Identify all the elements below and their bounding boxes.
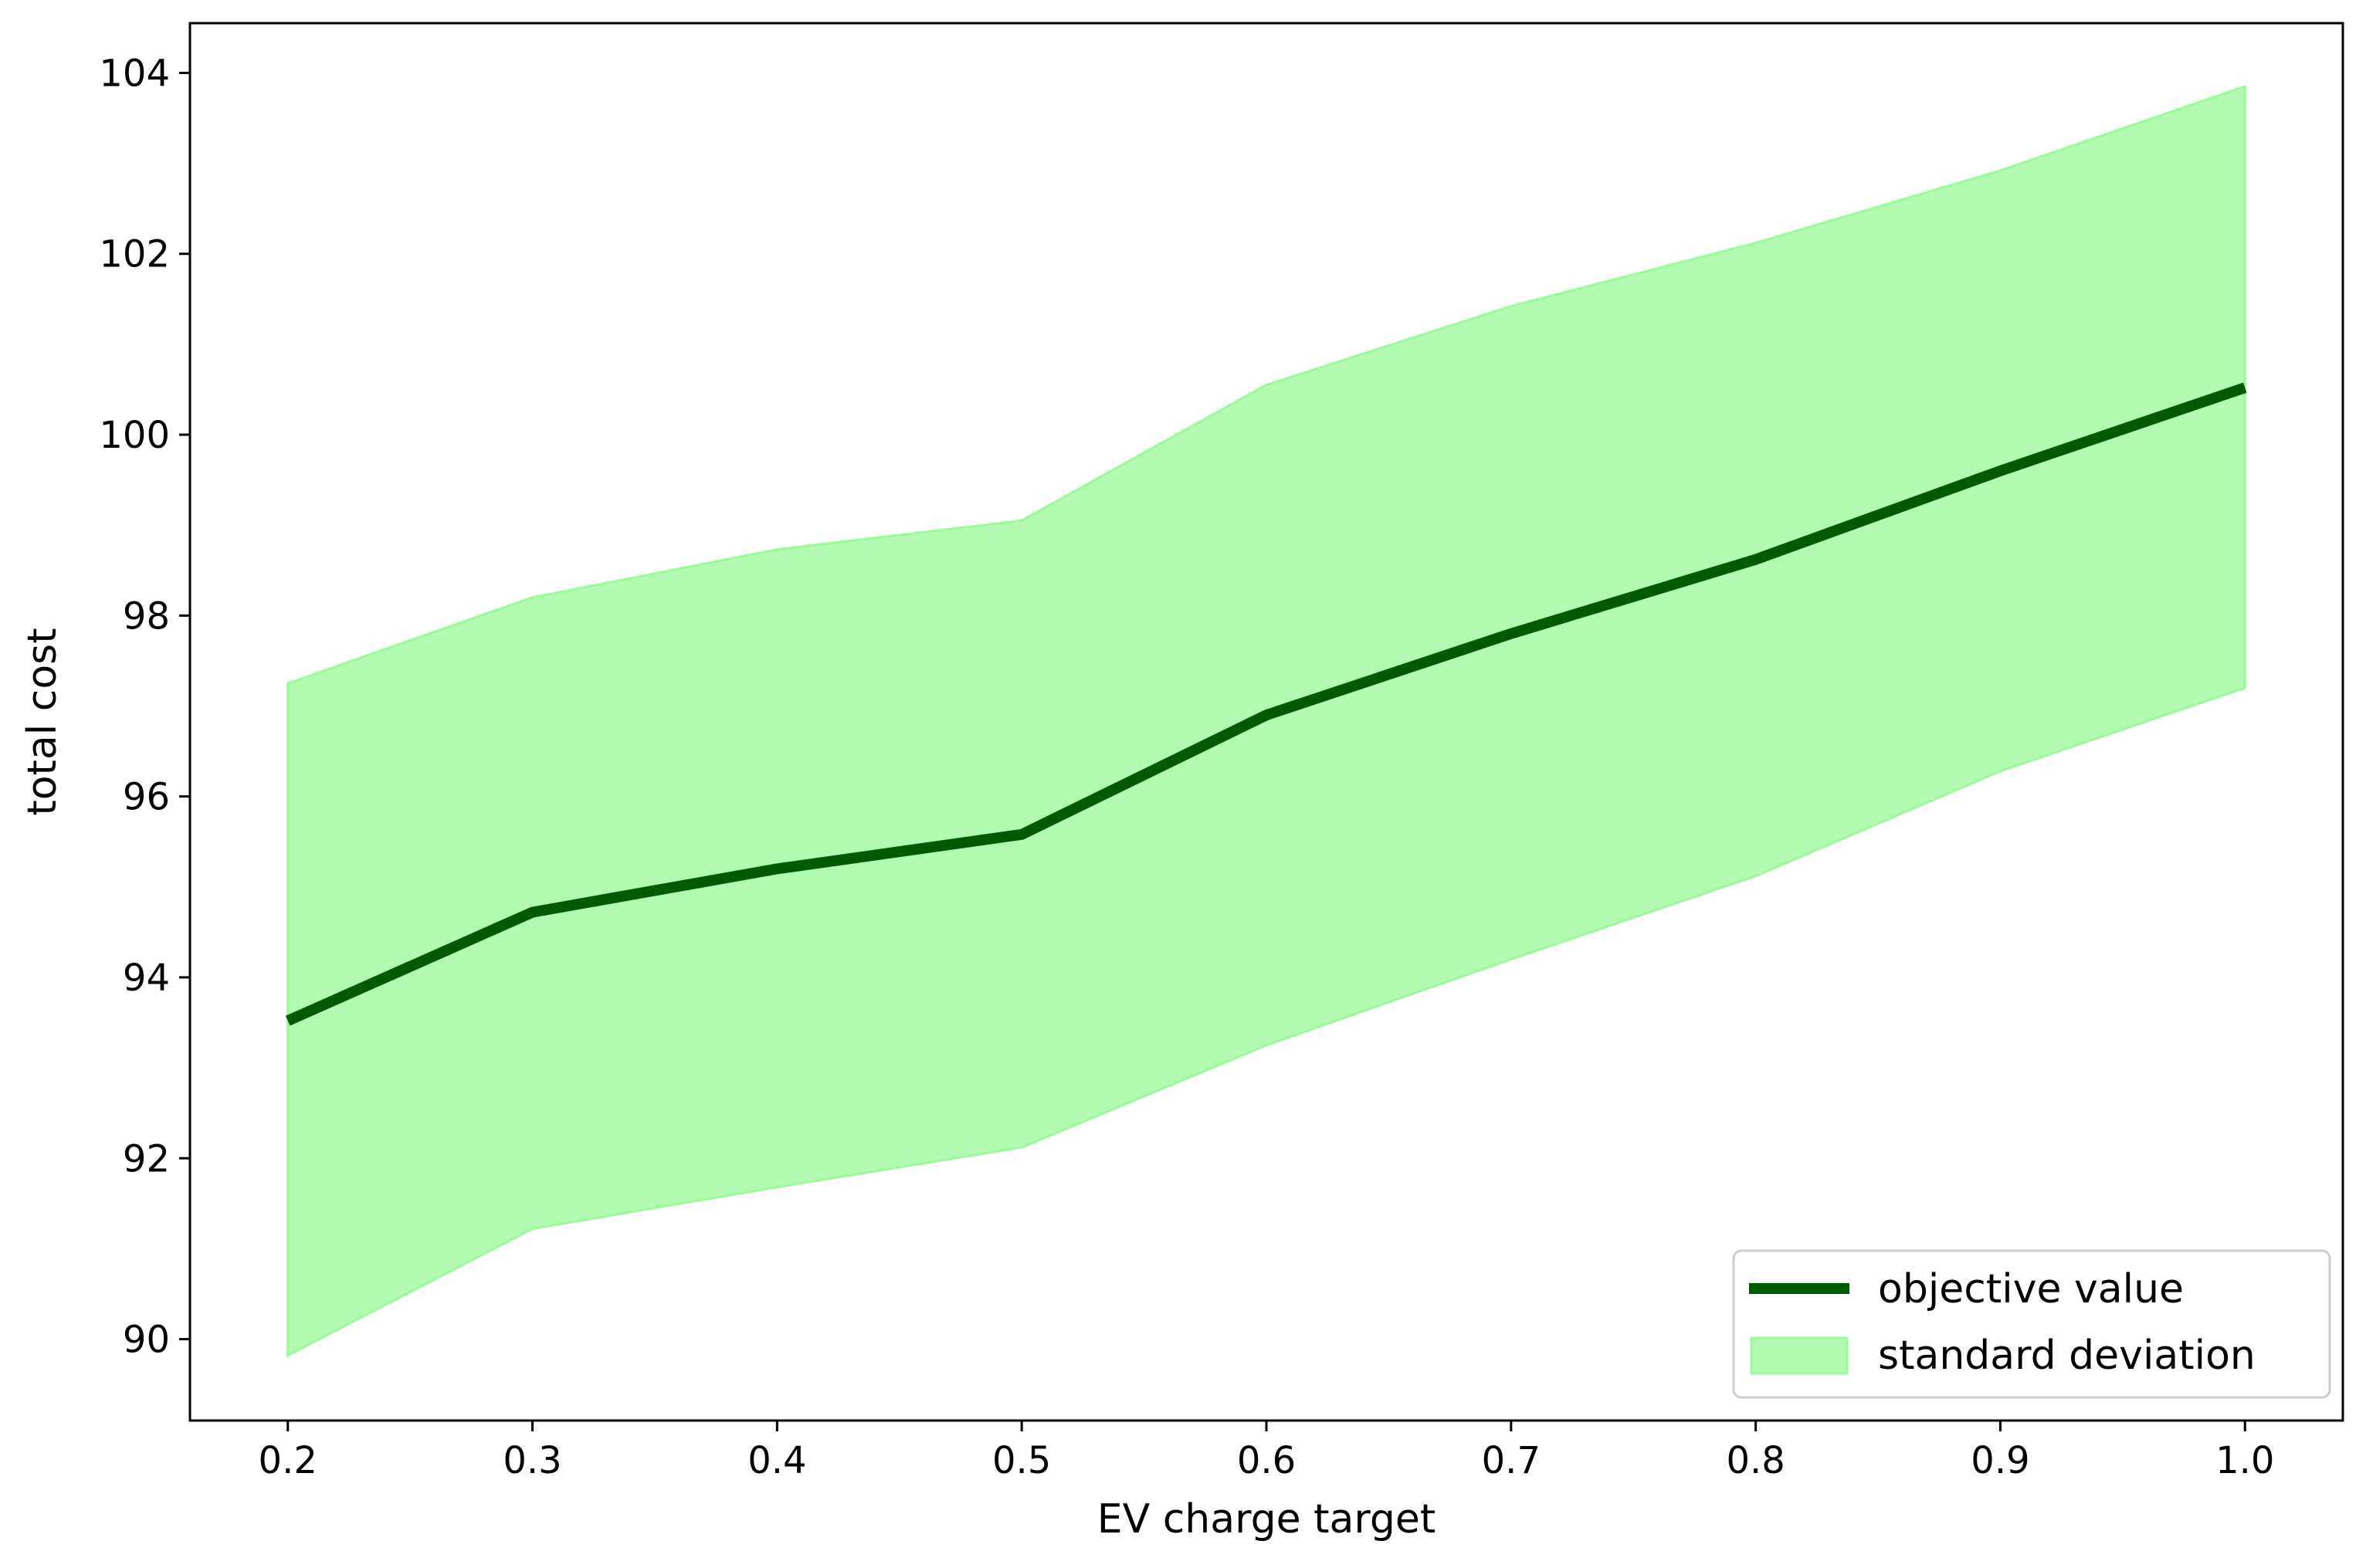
y-tick-label: 90 [123,1319,170,1362]
legend-label-std: standard deviation [1878,1333,2256,1379]
y-axis-label: total cost [19,628,66,815]
x-tick-label: 1.0 [2215,1439,2274,1482]
y-tick-label: 100 [99,414,170,457]
x-tick-label: 0.3 [503,1439,561,1482]
x-tick-label: 0.5 [992,1439,1051,1482]
x-axis-label: EV charge target [1097,1496,1436,1543]
y-tick-label: 94 [123,957,170,1000]
x-tick-label: 0.8 [1726,1439,1785,1482]
y-tick-label: 96 [123,776,170,819]
x-tick-label: 0.4 [747,1439,806,1482]
y-tick-label: 102 [99,233,170,276]
legend-frame [1732,1249,2331,1399]
legend: objective value standard deviation [1732,1249,2331,1399]
x-tick-label: 0.7 [1482,1439,1541,1482]
series-line-objective [285,382,2247,1026]
legend-label-objective: objective value [1878,1266,2184,1312]
y-tick-label: 98 [123,594,170,638]
x-tick-label: 0.6 [1237,1439,1296,1482]
x-tick-label: 0.2 [259,1439,317,1482]
x-tick-label: 0.9 [1971,1439,2029,1482]
y-tick-label: 92 [123,1137,170,1180]
legend-band-swatch [1750,1336,1849,1375]
y-tick-label: 104 [99,52,170,95]
